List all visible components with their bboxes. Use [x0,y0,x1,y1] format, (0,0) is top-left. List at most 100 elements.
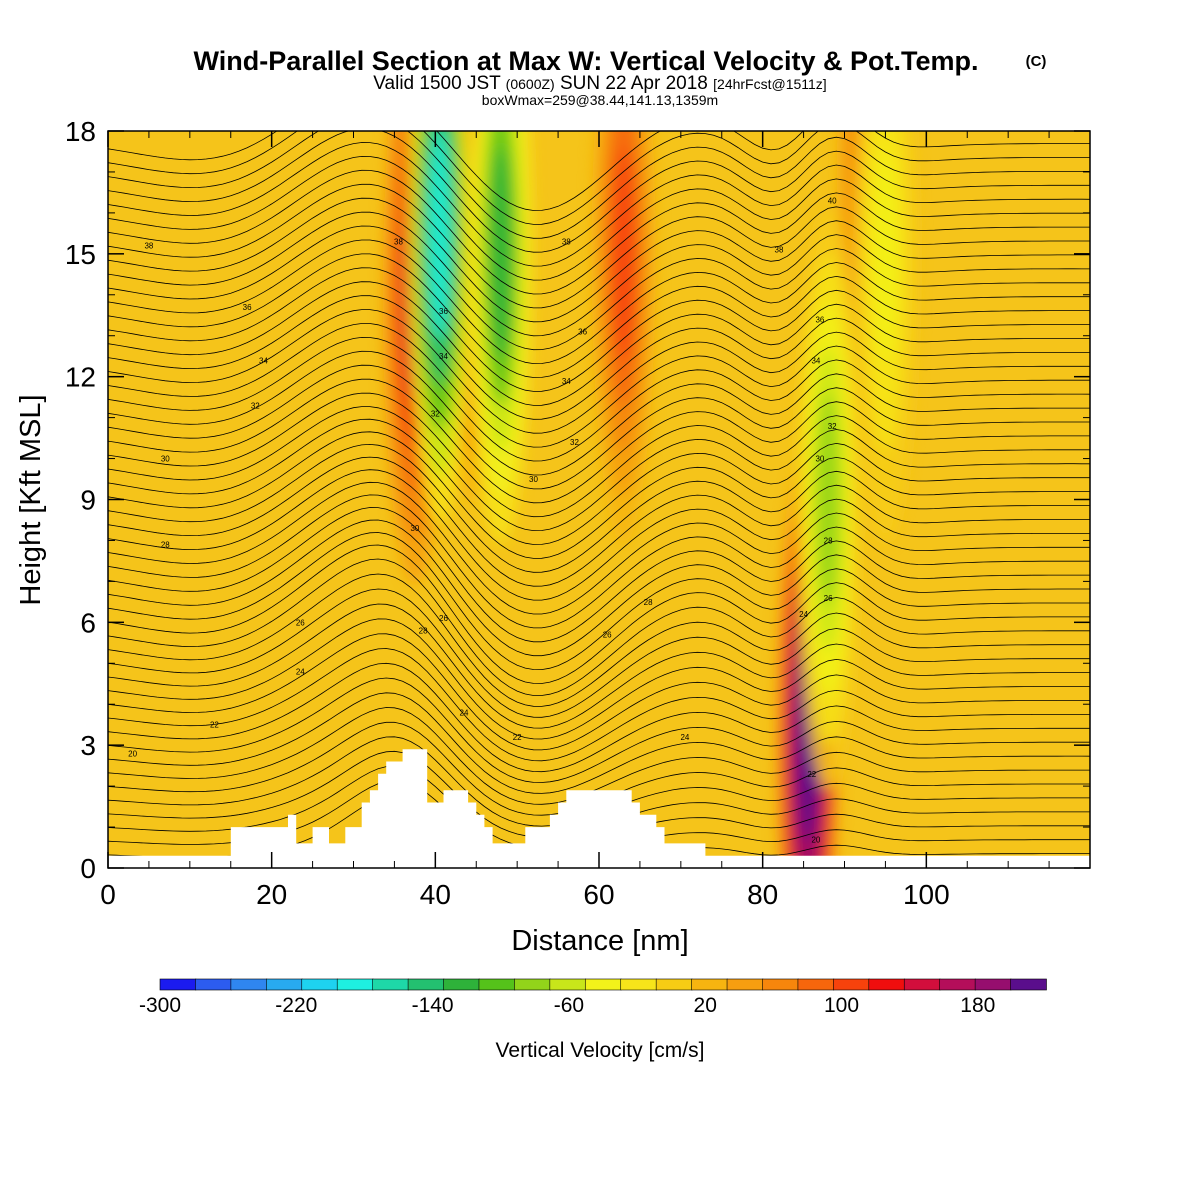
theta-contour-line [108,392,1090,518]
subtitle-valid: Valid 1500 JST [373,73,501,94]
theta-contour-line [108,253,1090,378]
theta-contour-label: 20 [128,749,137,758]
plot-area: 38 36 34 32 30 28 26 24 22 20 38 36 34 32 30 28 26 24 22 38… [108,131,1090,868]
theta-contour-line [108,225,1090,351]
theta-contour-label: 32 [570,438,579,447]
colorbar-swatch [301,978,339,991]
colorbar-swatch [903,978,941,991]
theta-contour-line [108,558,1090,696]
theta-contour-label: 38 [144,242,153,251]
colorbar-swatch [549,978,587,991]
subtitle-fcst: [24hrFcst@1511z] [713,76,827,92]
colorbar-tick-label: -220 [275,994,317,1017]
theta-contour-label: 32 [431,410,440,419]
colorbar-tick-labels: -300 -220 -140 -60 20 100 180 [139,994,995,1017]
theta-contour-label: 32 [828,422,837,431]
y-tick-label: 18 [65,116,96,147]
theta-contour-line [108,364,1090,490]
colorbar-tick-label: 100 [824,994,859,1017]
theta-contour-label: 28 [824,536,833,545]
colorbar-swatch [514,978,551,991]
theta-contour-label: 26 [603,631,612,640]
theta-contour-line [108,544,1090,684]
theta-contour-label: 30 [815,455,824,464]
chart-title-mark: (C) [1026,53,1047,70]
colorbar-swatch [336,978,374,991]
theta-contour-line [108,142,1090,267]
theta-contour-line [108,295,1090,420]
theta-contour-label: 24 [680,733,689,742]
chart-subtitle: Valid 1500 JST (0600Z) SUN 22 Apr 2018 [… [373,73,826,94]
colorbar-tick-label: 180 [960,994,995,1017]
theta-contour-line [108,588,1090,718]
x-axis-label: Distance [nm] [511,925,688,957]
colorbar-swatch [620,978,657,991]
colorbar-tick-label: -300 [139,994,181,1017]
theta-contour-label: 30 [529,475,538,484]
theta-contour-line [108,197,1090,323]
theta-contour-line [108,378,1090,504]
theta-contour-label: 36 [578,328,587,337]
colorbar-swatch [833,978,870,991]
subtitle-utc: (0600Z) [506,76,555,92]
colorbar-label: Vertical Velocity [cm/s] [496,1039,705,1062]
y-tick-label: 12 [65,362,96,393]
theta-contour-label: 30 [161,455,170,464]
x-tick-label: 20 [256,879,287,910]
theta-contour-label: 24 [296,668,305,677]
theta-contour-label: 34 [439,352,448,361]
colorbar-swatch [159,978,197,991]
theta-contour-label: 22 [210,721,219,730]
y-axis-label: Height [Kft MSL] [15,394,47,605]
theta-contour-label: 30 [410,524,419,533]
theta-contour-label: 36 [815,315,824,324]
theta-contour-line [108,183,1090,309]
theta-contour-line [108,323,1090,448]
colorbar-swatch [797,978,835,991]
theta-contour-labels: 38 36 34 32 30 28 26 24 22 20 38 36 34 32 30 28 26 24 22 38… [128,197,837,845]
theta-contour-label: 32 [251,401,260,410]
subtitle-date: SUN 22 Apr 2018 [560,73,708,94]
x-tick-label: 60 [583,879,614,910]
terrain [108,749,1090,868]
theta-contour-line [108,443,1090,573]
theta-contour-line [108,418,1090,545]
updraft-band [612,147,635,360]
colorbar-swatch [443,978,480,991]
colorbar-tick-label: 20 [694,994,717,1017]
colorbar-swatch [726,978,764,991]
y-tick-label: 15 [65,239,96,270]
colorbar-swatch [1010,978,1047,991]
theta-contour-line [108,309,1090,434]
colorbar-swatch [868,978,906,991]
x-tick-label: 0 [100,879,116,910]
y-tick-label: 0 [80,853,96,884]
theta-contour-label: 38 [394,238,403,247]
theta-contour-line [108,131,1090,239]
chart-title: Wind-Parallel Section at Max W: Vertical… [194,46,979,76]
theta-contour-line [108,519,1090,657]
theta-contour-label: 20 [811,835,820,844]
theta-contour-line [108,131,1090,253]
y-tick-label: 3 [80,730,96,761]
theta-contour-line [108,532,1090,671]
theta-contour-line [108,169,1090,295]
theta-contour-line [108,267,1090,392]
theta-contour-line [108,336,1090,462]
theta-contour-label: 34 [562,377,571,386]
theta-contour-label: 34 [259,356,268,365]
theta-contour-line [108,406,1090,532]
colorbar-swatch [478,978,516,991]
x-tick-label: 80 [747,879,778,910]
theta-contour-label: 22 [807,770,816,779]
colorbar-swatch [407,978,445,991]
theta-contour-line [108,707,1090,805]
colorbar-swatch [230,978,268,991]
colorbar-swatch [691,978,728,991]
y-tick-label: 6 [80,607,96,638]
theta-contour-line [108,481,1090,615]
theta-contour-label: 22 [513,733,522,742]
theta-contour-label: 28 [419,627,428,636]
theta-contour-line [108,281,1090,406]
x-tick-label: 40 [420,879,451,910]
